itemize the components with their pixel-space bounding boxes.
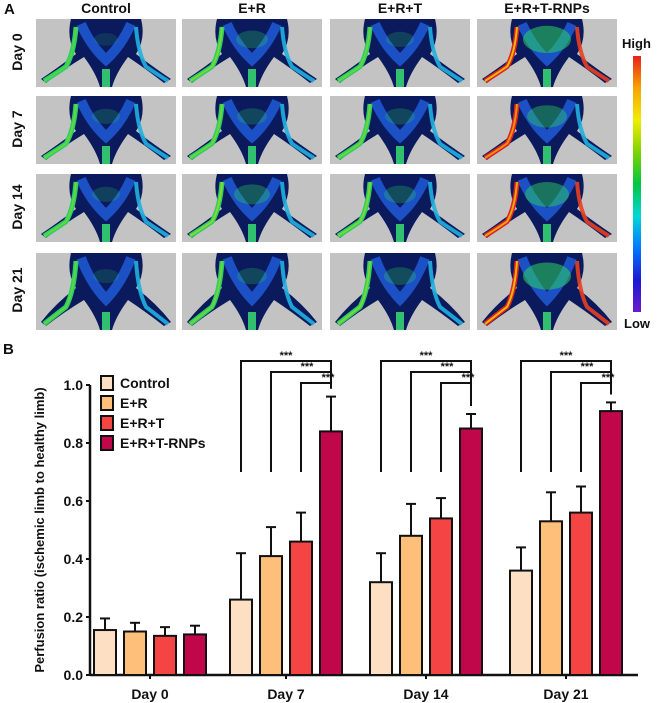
significance-bracket bbox=[580, 382, 612, 472]
significance-label: *** bbox=[441, 361, 455, 373]
y-tick-label: 0.6 bbox=[64, 493, 84, 509]
y-tick-label: 0.0 bbox=[64, 667, 84, 683]
bar-e-r-t bbox=[569, 511, 593, 676]
column-title-control: Control bbox=[81, 0, 131, 16]
legend-swatch bbox=[100, 415, 114, 431]
bar-e-r-t bbox=[289, 540, 313, 676]
perfusion-image bbox=[330, 19, 470, 87]
perfusion-image bbox=[330, 174, 470, 242]
bar-e-r bbox=[399, 534, 423, 676]
y-tick-label: 0.8 bbox=[64, 435, 84, 451]
x-tick-label: Day 21 bbox=[543, 686, 588, 702]
x-tick-label: Day 14 bbox=[403, 686, 448, 702]
perfusion-image bbox=[182, 174, 322, 242]
legend-label: E+R bbox=[120, 395, 148, 411]
perfusion-image bbox=[330, 96, 470, 164]
significance-bracket bbox=[300, 382, 332, 472]
x-tick-label: Day 0 bbox=[131, 686, 169, 702]
bar-control bbox=[229, 598, 253, 677]
perfusion-image bbox=[36, 96, 176, 164]
legend-label: E+R+T bbox=[120, 415, 165, 431]
significance-label: *** bbox=[301, 361, 315, 373]
bar-control bbox=[369, 581, 393, 676]
row-title-day-14: Day 14 bbox=[9, 184, 25, 230]
perfusion-image bbox=[182, 19, 322, 87]
colorbar bbox=[633, 56, 641, 312]
row-title-day-0: Day 0 bbox=[9, 33, 25, 71]
bar-e-r-t-rnps bbox=[183, 633, 207, 676]
perfusion-image bbox=[36, 174, 176, 242]
row-title-day-7: Day 7 bbox=[9, 110, 25, 148]
significance-label: *** bbox=[581, 361, 595, 373]
bar-control bbox=[93, 629, 117, 676]
bar-e-r bbox=[123, 630, 147, 676]
x-tick-label: Day 7 bbox=[267, 686, 305, 702]
perfusion-image bbox=[477, 253, 617, 330]
perfusion-image bbox=[182, 253, 322, 330]
bar-e-r bbox=[259, 555, 283, 677]
colorbar-high-label: High bbox=[622, 36, 651, 51]
legend-swatch bbox=[100, 375, 114, 391]
column-title-e-r-t: E+R+T bbox=[377, 0, 423, 16]
bar-e-r-t-rnps bbox=[599, 410, 623, 676]
bar-control bbox=[509, 569, 533, 677]
significance-bracket bbox=[240, 360, 332, 472]
significance-bracket bbox=[270, 371, 332, 472]
bar-e-r bbox=[539, 520, 563, 676]
legend-label: E+R+T-RNPs bbox=[120, 435, 206, 451]
y-tick-label: 1.0 bbox=[64, 377, 84, 393]
perfusion-image bbox=[477, 96, 617, 164]
significance-bracket bbox=[440, 382, 472, 472]
legend-swatch bbox=[100, 395, 114, 411]
perfusion-image bbox=[330, 253, 470, 330]
panel-a-label: A bbox=[4, 1, 15, 18]
panel-b-label: B bbox=[3, 341, 14, 358]
row-title-day-21: Day 21 bbox=[9, 267, 25, 313]
colorbar-low-label: Low bbox=[624, 316, 650, 331]
significance-bracket bbox=[380, 360, 472, 472]
bar-e-r-t bbox=[153, 634, 177, 677]
legend-swatch bbox=[100, 435, 114, 451]
bar-e-r-t-rnps bbox=[319, 430, 343, 677]
significance-label: *** bbox=[420, 350, 434, 362]
significance-label: *** bbox=[560, 350, 574, 362]
y-tick-label: 0.2 bbox=[64, 609, 84, 625]
significance-label: *** bbox=[322, 372, 336, 384]
y-axis-label: Perfusion ratio (ischemic limb to health… bbox=[32, 387, 47, 672]
bar-e-r-t-rnps bbox=[459, 427, 483, 676]
significance-label: *** bbox=[602, 372, 616, 384]
column-title-e-r: E+R bbox=[238, 0, 266, 16]
bar-e-r-t bbox=[429, 517, 453, 676]
legend-label: Control bbox=[120, 375, 170, 391]
significance-label: *** bbox=[462, 372, 476, 384]
perfusion-image bbox=[36, 253, 176, 330]
perfusion-image bbox=[477, 174, 617, 242]
significance-bracket bbox=[520, 360, 612, 472]
perfusion-image bbox=[477, 19, 617, 87]
y-tick-label: 0.4 bbox=[64, 551, 84, 567]
perfusion-image bbox=[36, 19, 176, 87]
perfusion-image bbox=[182, 96, 322, 164]
column-title-e-r-t-rnps: E+R+T-RNPs bbox=[504, 0, 590, 16]
perfusion-bar-chart: 0.0 0.2 0.4 0.6 0.8 1.0 Perfusion ratio (ische… bbox=[32, 350, 638, 702]
significance-label: *** bbox=[280, 350, 294, 362]
